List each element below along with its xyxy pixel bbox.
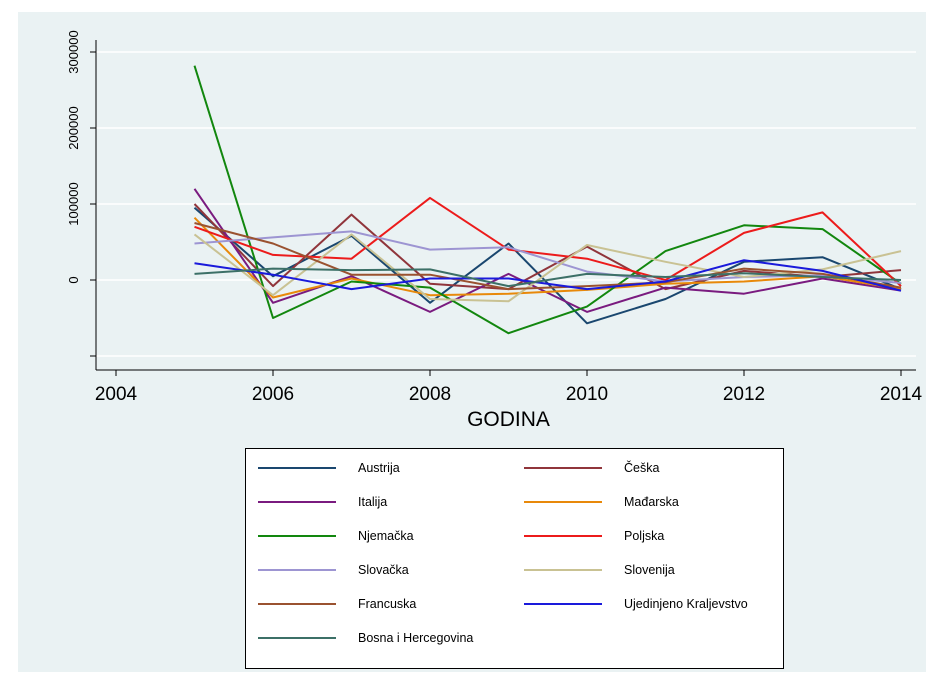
y-tick-label: 0: [66, 276, 81, 283]
series-line-italija: [193, 188, 902, 313]
legend-swatch: [258, 535, 336, 537]
legend-item: Francuska: [258, 595, 416, 613]
x-tick-label: 2014: [880, 384, 923, 405]
x-tick-label: 2004: [95, 384, 138, 405]
series-line-mađarska: [193, 216, 902, 299]
y-tick-label: 200000: [66, 106, 81, 149]
series-line-slovačka: [194, 230, 902, 284]
legend-label: Francuska: [358, 597, 417, 611]
legend-item: Slovačka: [258, 561, 409, 579]
legend-item: Italija: [258, 493, 387, 511]
series-line-slovenija: [193, 233, 902, 303]
y-tick-label: 100000: [66, 182, 81, 225]
x-axis-label: GODINA: [467, 408, 550, 431]
x-tick-label: 2006: [252, 384, 294, 405]
legend-swatch: [258, 637, 336, 639]
legend-label: Češka: [624, 461, 660, 475]
legend-item: Austrija: [258, 459, 400, 477]
series-line-francuska: [194, 222, 902, 291]
legend-item: Češka: [524, 459, 659, 477]
series-line-poljska: [194, 196, 902, 287]
series-line-ujedinjeno-kraljevstvo: [194, 259, 902, 292]
legend-swatch: [258, 603, 336, 605]
legend-swatch: [524, 467, 602, 469]
legend-swatch: [258, 501, 336, 503]
legend-item: Mađarska: [524, 493, 679, 511]
y-tick-label: 300000: [66, 30, 81, 73]
legend-item: Poljska: [524, 527, 664, 545]
chart-figure: 300000 200000 100000 0 2004 2006 2008 2010 2012 2…: [18, 12, 926, 672]
series-line-njemačka: [193, 65, 902, 335]
legend-label: Slovenija: [624, 563, 675, 577]
legend-swatch: [524, 535, 602, 537]
legend-label: Njemačka: [358, 529, 414, 543]
legend-item: Slovenija: [524, 561, 675, 579]
line-chart: 300000 200000 100000 0 2004 2006 2008 2010 2012 2…: [66, 30, 923, 431]
chart-legend: Austrija Češka Italija Mađarska Njemačka Polj…: [245, 448, 784, 669]
legend-swatch: [524, 501, 602, 503]
legend-item: Ujedinjeno Kraljevstvo: [524, 595, 748, 613]
x-tick-label: 2008: [409, 384, 451, 405]
legend-swatch: [258, 467, 336, 469]
x-tick-label: 2010: [566, 384, 608, 405]
legend-item: Bosna i Hercegovina: [258, 629, 473, 647]
legend-label: Ujedinjeno Kraljevstvo: [624, 597, 748, 611]
legend-item: Njemačka: [258, 527, 414, 545]
series-line-bosna-i-hercegovina: [194, 267, 902, 288]
legend-label: Poljska: [624, 529, 665, 543]
plot-area: [98, 40, 916, 372]
legend-swatch: [524, 569, 602, 571]
legend-swatch: [258, 569, 336, 571]
x-tick-label: 2012: [723, 384, 765, 405]
legend-label: Austrija: [358, 461, 400, 475]
legend-swatch: [524, 603, 602, 605]
legend-label: Bosna i Hercegovina: [358, 631, 474, 645]
legend-label: Mađarska: [624, 495, 679, 509]
legend-label: Slovačka: [358, 563, 409, 577]
legend-label: Italija: [358, 495, 388, 509]
